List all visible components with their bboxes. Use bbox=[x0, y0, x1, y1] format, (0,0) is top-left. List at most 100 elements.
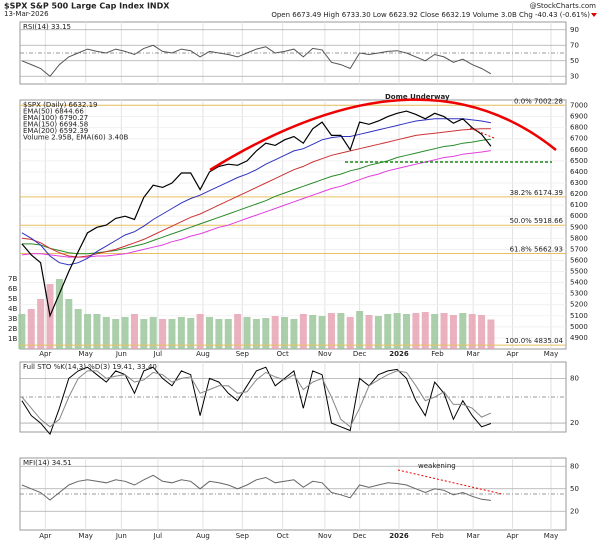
volume-bar bbox=[440, 313, 448, 349]
volume-bar bbox=[196, 314, 204, 349]
volume-bar bbox=[412, 313, 420, 349]
volume-bar bbox=[459, 313, 467, 349]
volume-bar bbox=[449, 315, 457, 349]
y-tick-label: 6700 bbox=[570, 135, 588, 143]
volume-bar bbox=[290, 319, 298, 349]
y-tick-label: 30 bbox=[570, 72, 579, 80]
volume-bar bbox=[187, 318, 195, 349]
volume-bar bbox=[159, 319, 167, 349]
annotation: Dome Underway bbox=[385, 93, 450, 101]
series-line bbox=[21, 138, 491, 255]
y-tick-label: 50 bbox=[570, 57, 579, 65]
y-tick-label: 20 bbox=[570, 419, 579, 427]
down-arrow bbox=[591, 13, 597, 17]
x-tick-label: Dec bbox=[353, 532, 367, 540]
legend-entry: $SPX (Daily) 6632.19 bbox=[23, 101, 97, 109]
x-tick-label: Sep bbox=[236, 350, 250, 358]
volume-bar bbox=[130, 314, 138, 349]
x-tick-label: Mar bbox=[467, 350, 480, 358]
y-tick-label: 5700 bbox=[570, 245, 588, 253]
volume-bar bbox=[243, 317, 251, 349]
volume-bar bbox=[65, 299, 73, 349]
y-tick-label: 5900 bbox=[570, 223, 588, 231]
x-tick-label: Dec bbox=[353, 350, 367, 358]
volume-bar bbox=[84, 314, 92, 349]
annotation: weakening bbox=[418, 462, 456, 470]
y-tick-label: 80 bbox=[570, 374, 579, 382]
x-tick-label: Apr bbox=[506, 350, 518, 358]
legend-entry: EMA(200) 6592.39 bbox=[23, 127, 88, 135]
x-tick-label: Oct bbox=[277, 532, 289, 540]
volume-tick-label: 6B bbox=[8, 285, 17, 293]
volume-bar bbox=[384, 314, 392, 349]
fib-label: 50.0% 5918.66 bbox=[510, 217, 564, 225]
y-tick-label: 6400 bbox=[570, 168, 588, 176]
volume-bar bbox=[206, 317, 214, 349]
volume-bar bbox=[177, 317, 185, 349]
x-tick-label: 2026 bbox=[389, 532, 409, 540]
y-tick-label: 80 bbox=[570, 462, 579, 470]
volume-bar bbox=[356, 311, 364, 349]
mfi-trend-line bbox=[397, 469, 503, 495]
volume-bar bbox=[327, 313, 335, 349]
quote-line: Open 6673.49 High 6733.30 Low 6623.92 Cl… bbox=[271, 11, 590, 19]
y-tick-label: 6600 bbox=[570, 146, 588, 154]
volume-bar bbox=[102, 317, 110, 349]
volume-tick-label: 2B bbox=[8, 325, 17, 333]
volume-tick-label: 4B bbox=[8, 305, 17, 313]
y-tick-label: 4900 bbox=[570, 334, 588, 342]
volume-bar bbox=[421, 312, 429, 349]
y-tick-label: 6900 bbox=[570, 113, 588, 121]
volume-bar bbox=[234, 314, 242, 349]
volume-bar bbox=[478, 315, 486, 349]
x-tick-label: Aug bbox=[196, 350, 210, 358]
x-tick-label: Jun bbox=[115, 532, 127, 540]
legend-entry: Volume 2.95B, EMA(60) 3.40B bbox=[23, 134, 129, 142]
y-tick-label: 6100 bbox=[570, 201, 588, 209]
volume-bar bbox=[149, 317, 157, 349]
volume-bar bbox=[121, 317, 129, 349]
volume-bar bbox=[299, 314, 307, 349]
volume-bar bbox=[55, 279, 63, 349]
y-tick-label: 6200 bbox=[570, 190, 588, 198]
y-tick-label: 70 bbox=[570, 41, 579, 49]
volume-bar bbox=[374, 316, 382, 349]
series-line bbox=[21, 44, 492, 78]
x-tick-label: Apr bbox=[39, 350, 51, 358]
volume-bar bbox=[112, 319, 120, 349]
x-tick-label: May bbox=[544, 532, 558, 540]
legend-entry: EMA(50) 6844.66 bbox=[23, 108, 84, 116]
y-tick-label: 5000 bbox=[570, 323, 588, 331]
y-tick-label: 5600 bbox=[570, 256, 588, 264]
symbol-title: $SPX S&P 500 Large Cap Index INDX bbox=[4, 2, 170, 11]
volume-bar bbox=[168, 319, 176, 349]
x-tick-label: Oct bbox=[277, 350, 289, 358]
volume-bar bbox=[215, 319, 223, 349]
dome-arc bbox=[209, 98, 557, 172]
source: @StockCharts.com bbox=[530, 2, 597, 10]
series-line bbox=[21, 128, 491, 258]
y-tick-label: 7000 bbox=[570, 102, 588, 110]
x-tick-label: Nov bbox=[318, 350, 332, 358]
volume-bar bbox=[93, 314, 101, 349]
volume-bar bbox=[393, 313, 401, 349]
x-tick-label: Sep bbox=[236, 532, 250, 540]
x-tick-label: May bbox=[544, 350, 558, 358]
volume-bar bbox=[346, 317, 354, 349]
y-tick-label: 5100 bbox=[570, 312, 588, 320]
y-tick-label: 5500 bbox=[570, 268, 588, 276]
trend-line bbox=[469, 127, 495, 139]
y-tick-label: 20 bbox=[570, 507, 579, 515]
y-tick-label: 5200 bbox=[570, 301, 588, 309]
y-tick-label: 5400 bbox=[570, 279, 588, 287]
y-tick-label: 90 bbox=[570, 26, 579, 34]
series-line bbox=[21, 370, 492, 428]
x-tick-label: Feb bbox=[431, 532, 444, 540]
fib-label: 0.0% 7002.28 bbox=[514, 97, 563, 105]
legend-entry: EMA(150) 6694.58 bbox=[23, 121, 88, 129]
x-tick-label: Apr bbox=[39, 532, 51, 540]
x-tick-label: Jun bbox=[115, 350, 127, 358]
y-tick-label: 50 bbox=[570, 485, 579, 493]
volume-tick-label: 5B bbox=[8, 295, 17, 303]
panel-title: Full STO %K(14,3) %D(3) 19.41, 33.40 bbox=[23, 363, 157, 371]
